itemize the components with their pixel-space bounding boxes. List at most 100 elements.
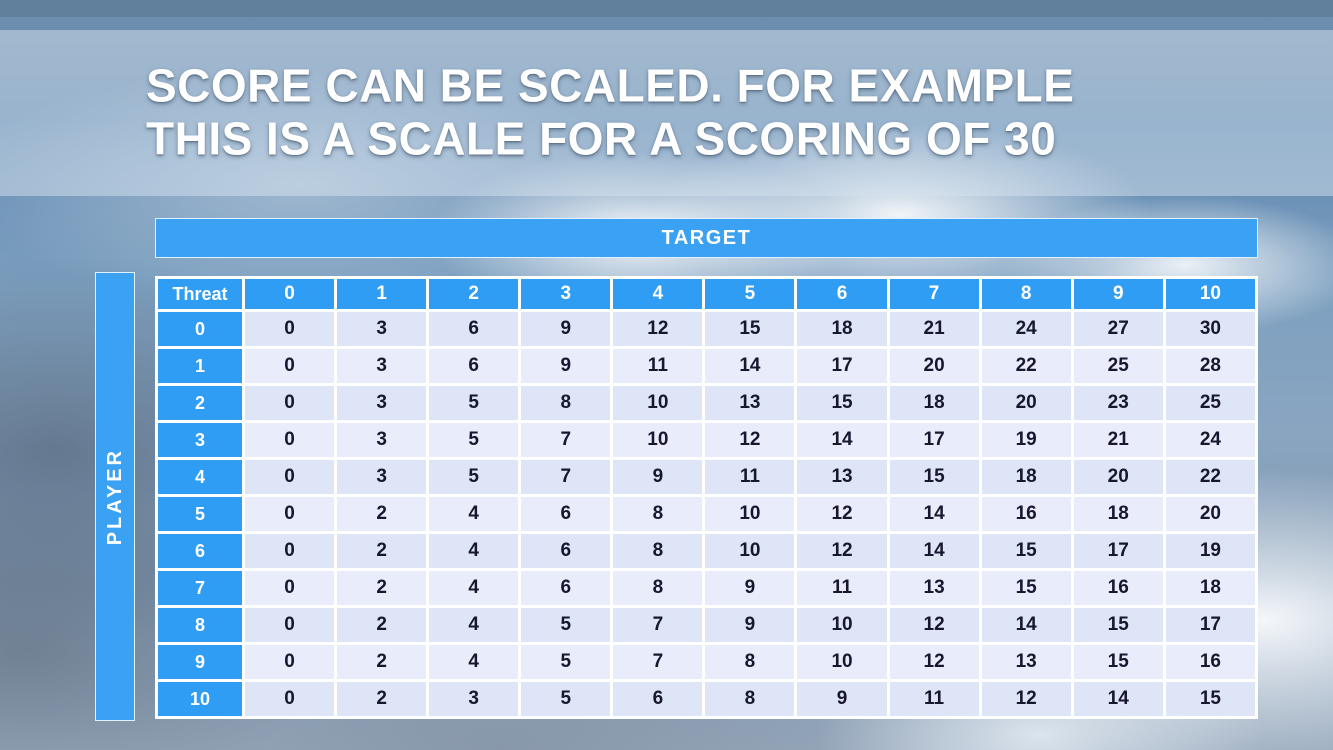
- col-header: 3: [521, 279, 611, 309]
- table-cell: 8: [613, 534, 703, 568]
- table-cell: 17: [1165, 608, 1255, 642]
- table-cell: 9: [521, 349, 611, 383]
- table-cell: 16: [981, 497, 1071, 531]
- player-axis-label: PLAYER: [103, 447, 126, 546]
- table-cell: 3: [337, 349, 427, 383]
- table-cell: 10: [705, 497, 795, 531]
- table-cell: 0: [245, 645, 335, 679]
- table-row: 9 0 2 4 5 7 8 10 12 13 15 16: [158, 645, 1255, 679]
- table-cell: 18: [981, 460, 1071, 494]
- table-row: 8 0 2 4 5 7 9 10 12 14 15 17: [158, 608, 1255, 642]
- table-cell: 10: [705, 534, 795, 568]
- table-cell: 4: [429, 534, 519, 568]
- table-cell: 5: [521, 682, 611, 716]
- table-cell: 18: [797, 312, 887, 346]
- table-cell: 10: [797, 608, 887, 642]
- table-cell: 4: [429, 608, 519, 642]
- table-cell: 9: [521, 312, 611, 346]
- row-header: 0: [158, 312, 242, 346]
- table-cell: 10: [613, 423, 703, 457]
- table-cell: 8: [521, 386, 611, 420]
- table-cell: 12: [797, 497, 887, 531]
- table-cell: 13: [981, 645, 1071, 679]
- table-cell: 4: [429, 571, 519, 605]
- top-accent-strip: [0, 0, 1333, 17]
- table-cell: 0: [245, 534, 335, 568]
- table-cell: 3: [337, 423, 427, 457]
- row-header: 6: [158, 534, 242, 568]
- table-cell: 12: [613, 312, 703, 346]
- table-cell: 6: [521, 534, 611, 568]
- table-cell: 16: [1073, 571, 1163, 605]
- table-cell: 6: [429, 312, 519, 346]
- table-cell: 2: [337, 645, 427, 679]
- table-cell: 0: [245, 460, 335, 494]
- table-cell: 6: [521, 497, 611, 531]
- score-table-head: Threat 0 1 2 3 4 5 6 7 8 9 10: [158, 279, 1255, 309]
- table-cell: 12: [889, 645, 979, 679]
- row-header: 2: [158, 386, 242, 420]
- table-cell: 0: [245, 497, 335, 531]
- table-cell: 10: [613, 386, 703, 420]
- table-row: 7 0 2 4 6 8 9 11 13 15 16 18: [158, 571, 1255, 605]
- table-cell: 18: [889, 386, 979, 420]
- table-cell: 14: [981, 608, 1071, 642]
- table-cell: 18: [1165, 571, 1255, 605]
- table-cell: 0: [245, 608, 335, 642]
- table-cell: 15: [1073, 608, 1163, 642]
- table-cell: 10: [797, 645, 887, 679]
- col-header: 8: [981, 279, 1071, 309]
- title-line-1: SCORE CAN BE SCALED. FOR EXAMPLE: [146, 59, 1075, 112]
- col-header: 10: [1165, 279, 1255, 309]
- table-row: 4 0 3 5 7 9 11 13 15 18 20 22: [158, 460, 1255, 494]
- player-axis-header: PLAYER: [95, 272, 135, 721]
- row-header: 4: [158, 460, 242, 494]
- table-cell: 11: [797, 571, 887, 605]
- table-cell: 5: [429, 423, 519, 457]
- table-row: 6 0 2 4 6 8 10 12 14 15 17 19: [158, 534, 1255, 568]
- row-header: 9: [158, 645, 242, 679]
- col-header: 5: [705, 279, 795, 309]
- corner-header-threat: Threat: [158, 279, 242, 309]
- row-header: 5: [158, 497, 242, 531]
- table-row: 10 0 2 3 5 6 8 9 11 12 14 15: [158, 682, 1255, 716]
- table-cell: 23: [1073, 386, 1163, 420]
- table-cell: 17: [889, 423, 979, 457]
- row-header: 7: [158, 571, 242, 605]
- table-cell: 5: [521, 645, 611, 679]
- table-row: 0 0 3 6 9 12 15 18 21 24 27 30: [158, 312, 1255, 346]
- table-cell: 4: [429, 645, 519, 679]
- table-cell: 3: [337, 386, 427, 420]
- table-cell: 13: [705, 386, 795, 420]
- table-cell: 0: [245, 423, 335, 457]
- table-cell: 7: [613, 645, 703, 679]
- table-cell: 11: [613, 349, 703, 383]
- col-header: 1: [337, 279, 427, 309]
- table-cell: 15: [1073, 645, 1163, 679]
- table-cell: 0: [245, 349, 335, 383]
- table-row: 1 0 3 6 9 11 14 17 20 22 25 28: [158, 349, 1255, 383]
- table-cell: 19: [981, 423, 1071, 457]
- table-cell: 2: [337, 682, 427, 716]
- table-cell: 13: [797, 460, 887, 494]
- table-cell: 9: [705, 571, 795, 605]
- table-cell: 15: [705, 312, 795, 346]
- row-header: 1: [158, 349, 242, 383]
- table-cell: 17: [1073, 534, 1163, 568]
- score-matrix-table: Threat 0 1 2 3 4 5 6 7 8 9 10 0 0 3 6 9 12 15 18 21 24 27 30 1 0…: [155, 276, 1258, 719]
- table-cell: 27: [1073, 312, 1163, 346]
- target-axis-header: TARGET: [155, 218, 1258, 258]
- table-cell: 7: [521, 460, 611, 494]
- table-cell: 20: [889, 349, 979, 383]
- table-cell: 28: [1165, 349, 1255, 383]
- table-cell: 15: [1165, 682, 1255, 716]
- table-cell: 21: [1073, 423, 1163, 457]
- table-cell: 14: [1073, 682, 1163, 716]
- table-cell: 20: [1073, 460, 1163, 494]
- table-cell: 12: [889, 608, 979, 642]
- table-cell: 14: [705, 349, 795, 383]
- table-cell: 17: [797, 349, 887, 383]
- row-header: 10: [158, 682, 242, 716]
- table-cell: 2: [337, 534, 427, 568]
- table-cell: 22: [1165, 460, 1255, 494]
